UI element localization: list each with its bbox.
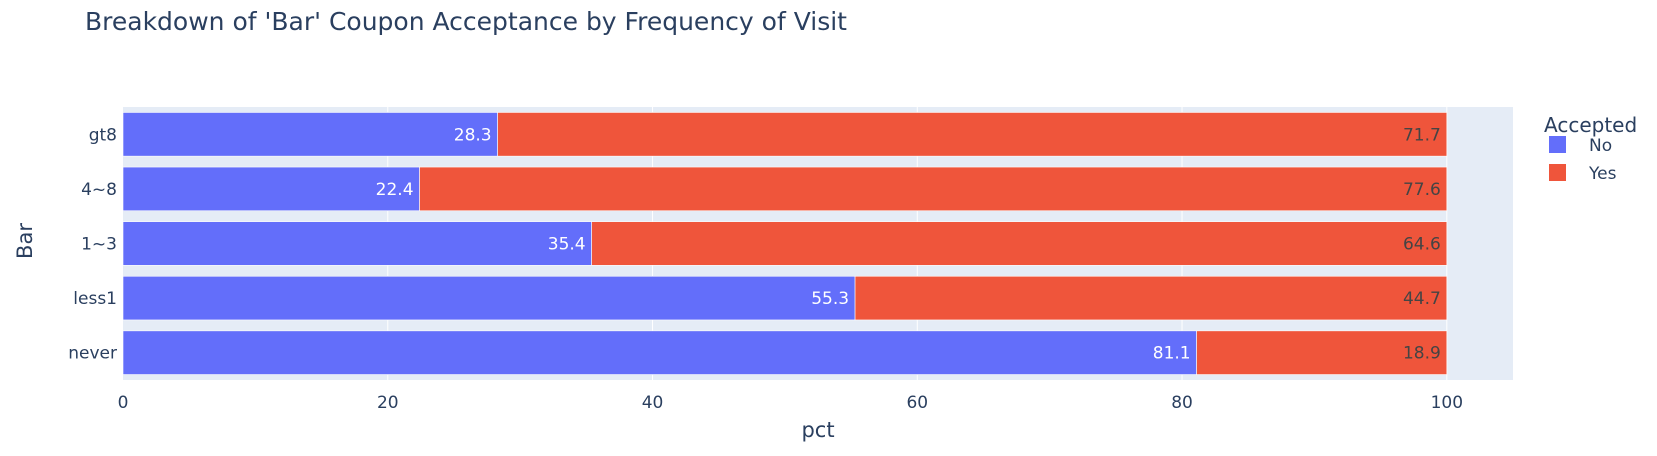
x-tick-label: 60 [906, 393, 928, 413]
x-tick-label: 40 [642, 393, 664, 413]
x-tick-label: 0 [118, 393, 129, 413]
bar-no-less1[interactable] [122, 275, 856, 321]
legend-swatch-no[interactable] [1549, 136, 1566, 153]
x-tick-label: 20 [377, 393, 399, 413]
y-axis-title: Bar [13, 223, 37, 259]
x-tick-label: 100 [1431, 393, 1463, 413]
bar-yes-gt8[interactable] [497, 112, 1448, 157]
bar-no-1~3[interactable] [122, 221, 592, 266]
bar-value-label: 22.4 [376, 180, 414, 200]
bar-no-never[interactable] [122, 330, 1197, 375]
y-axis-ticks: never less1 1~3 4~8 gt8 [68, 125, 117, 363]
bar-yes-1~3[interactable] [591, 221, 1448, 266]
bar-value-label: 77.6 [1403, 180, 1441, 200]
y-tick-label: 4~8 [81, 180, 117, 200]
legend-swatch-yes[interactable] [1549, 164, 1566, 181]
chart-title: Breakdown of 'Bar' Coupon Acceptance by … [85, 7, 847, 36]
y-tick-label: gt8 [89, 125, 117, 145]
y-tick-label: less1 [73, 289, 117, 309]
bars: 81.1 18.9 55.3 44.7 35.4 64.6 22.4 77.6 28.3 71.7 [122, 112, 1448, 375]
bar-yes-4~8[interactable] [419, 166, 1448, 212]
x-tick-label: 80 [1171, 393, 1193, 413]
bar-value-label: 81.1 [1153, 344, 1191, 364]
bar-yes-never[interactable] [1196, 330, 1448, 375]
legend-label-yes[interactable]: Yes [1588, 164, 1617, 184]
y-tick-label: 1~3 [81, 235, 117, 255]
legend-title: Accepted [1544, 113, 1637, 137]
bar-value-label: 35.4 [548, 235, 586, 255]
bar-value-label: 71.7 [1403, 125, 1441, 145]
legend: Accepted No Yes [1544, 113, 1637, 184]
x-axis-ticks: 0 20 40 60 80 100 [118, 393, 1463, 413]
legend-label-no[interactable]: No [1589, 136, 1612, 156]
bar-value-label: 55.3 [811, 289, 849, 309]
x-axis-title: pct [801, 418, 834, 442]
bar-yes-less1[interactable] [854, 275, 1448, 321]
bar-no-4~8[interactable] [122, 166, 420, 212]
bar-value-label: 64.6 [1403, 235, 1441, 255]
bar-value-label: 18.9 [1403, 344, 1441, 364]
bar-no-gt8[interactable] [122, 112, 498, 157]
y-tick-label: never [68, 344, 117, 364]
bar-value-label: 44.7 [1403, 289, 1441, 309]
bar-value-label: 28.3 [454, 125, 492, 145]
